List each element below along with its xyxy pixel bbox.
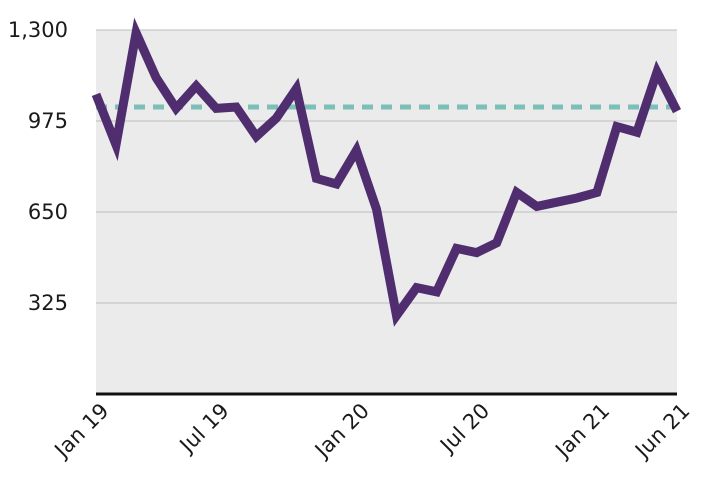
gridlines [96,29,677,304]
series-line [91,17,682,327]
x-tick-label: Jul 19 [174,399,234,459]
y-tick-label: 325 [28,291,68,315]
x-tick-label: Jun 21 [629,399,694,464]
x-tick-label: Jul 20 [434,399,494,459]
y-tick-label: 975 [28,109,68,133]
y-axis-ticks: 325 650 975 1,300 [8,18,68,315]
x-tick-label: Jan 20 [309,399,374,464]
x-tick-label: Jan 21 [549,399,614,464]
y-tick-label: 650 [28,200,68,224]
x-tick-label: Jan 19 [49,399,114,464]
x-axis-ticks: Jan 19 Jul 19 Jan 20 Jul 20 Jan 21 Jun 21 [49,399,695,464]
y-tick-label: 1,300 [8,18,68,42]
